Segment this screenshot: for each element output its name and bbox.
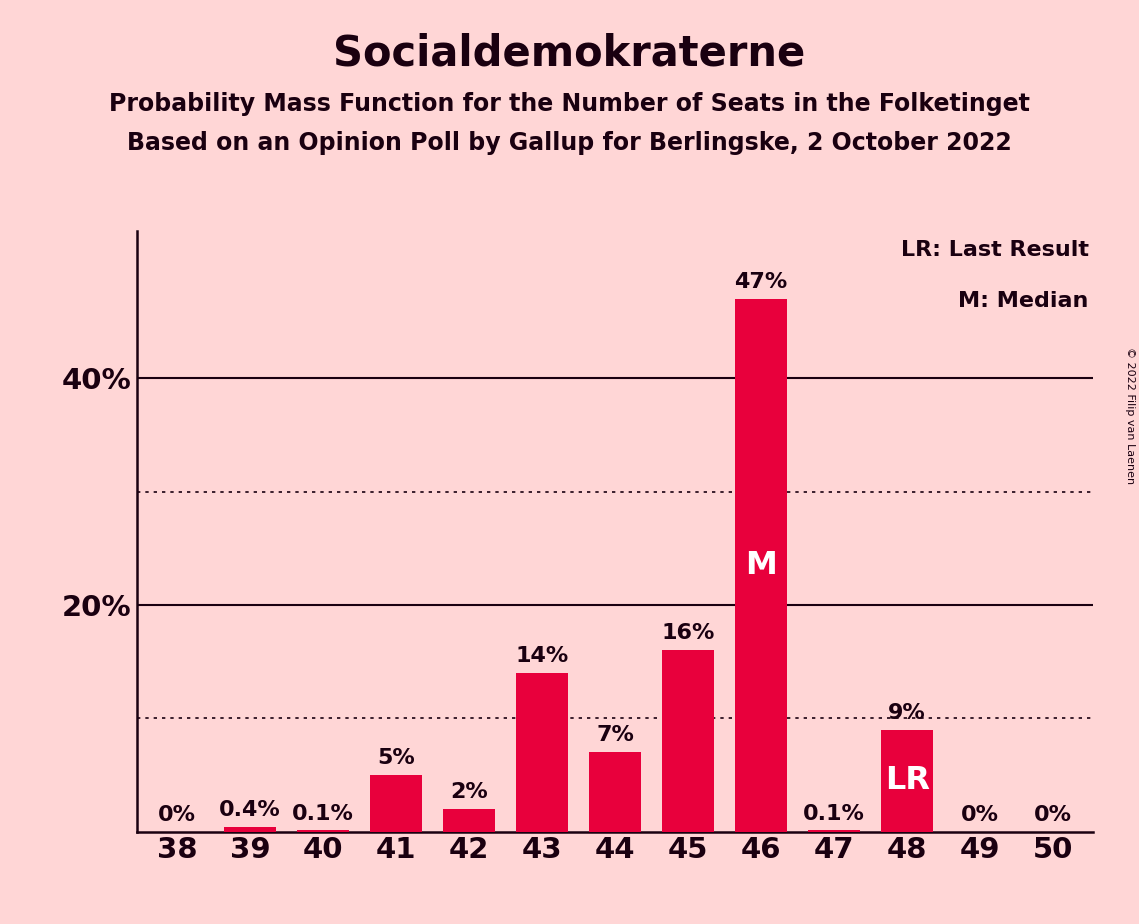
Bar xyxy=(443,808,495,832)
Text: Based on an Opinion Poll by Gallup for Berlingske, 2 October 2022: Based on an Opinion Poll by Gallup for B… xyxy=(128,131,1011,155)
Text: 0.4%: 0.4% xyxy=(219,800,280,821)
Bar xyxy=(296,831,350,832)
Text: 2%: 2% xyxy=(450,782,487,802)
Text: Socialdemokraterne: Socialdemokraterne xyxy=(334,32,805,74)
Text: 47%: 47% xyxy=(735,273,788,292)
Text: 0%: 0% xyxy=(961,805,999,825)
Bar xyxy=(223,827,276,832)
Text: Probability Mass Function for the Number of Seats in the Folketinget: Probability Mass Function for the Number… xyxy=(109,92,1030,116)
Text: 5%: 5% xyxy=(377,748,415,768)
Bar xyxy=(662,650,714,832)
Text: 0.1%: 0.1% xyxy=(292,804,354,823)
Text: 16%: 16% xyxy=(662,624,715,643)
Text: 0.1%: 0.1% xyxy=(803,804,866,823)
Bar xyxy=(589,752,641,832)
Text: M: M xyxy=(745,550,777,581)
Bar xyxy=(516,673,568,832)
Text: 0%: 0% xyxy=(158,805,196,825)
Text: 9%: 9% xyxy=(888,703,926,723)
Text: LR: LR xyxy=(885,765,929,796)
Bar xyxy=(370,775,423,832)
Text: 7%: 7% xyxy=(596,725,634,746)
Bar xyxy=(880,730,934,832)
Text: 0%: 0% xyxy=(1034,805,1072,825)
Text: LR: Last Result: LR: Last Result xyxy=(901,240,1089,260)
Text: 14%: 14% xyxy=(516,646,568,666)
Text: M: Median: M: Median xyxy=(958,291,1089,311)
Text: © 2022 Filip van Laenen: © 2022 Filip van Laenen xyxy=(1125,347,1134,484)
Bar xyxy=(808,831,860,832)
Bar xyxy=(735,299,787,832)
